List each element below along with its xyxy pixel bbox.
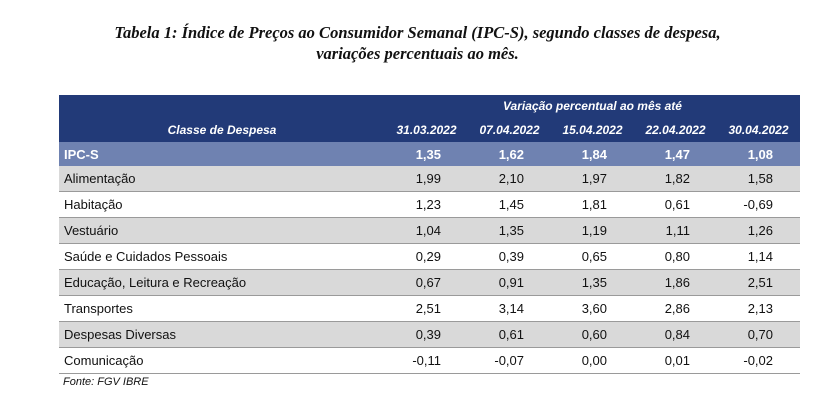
row-value: 0,67 <box>385 269 468 296</box>
row-value: 1,35 <box>468 217 551 244</box>
category-column-header: Classe de Despesa <box>59 117 385 142</box>
row-value: 0,61 <box>468 321 551 348</box>
table-row: Comunicação -0,11 -0,07 0,00 0,01 -0,02 <box>59 347 800 374</box>
row-value: 1,82 <box>634 166 717 192</box>
row-value: 0,84 <box>634 321 717 348</box>
row-value: 2,51 <box>717 269 800 296</box>
row-value: -0,02 <box>717 347 800 374</box>
summary-row: IPC-S 1,35 1,62 1,84 1,47 1,08 <box>59 142 800 166</box>
row-value: 3,60 <box>551 295 634 322</box>
row-value: 0,39 <box>385 321 468 348</box>
table-row: Transportes 2,51 3,14 3,60 2,86 2,13 <box>59 295 800 322</box>
row-value: 2,13 <box>717 295 800 322</box>
row-label: Transportes <box>59 295 385 322</box>
summary-value: 1,47 <box>634 142 717 166</box>
row-value: 1,81 <box>551 191 634 218</box>
row-value: -0,11 <box>385 347 468 374</box>
table-row: Saúde e Cuidados Pessoais 0,29 0,39 0,65… <box>59 243 800 270</box>
row-value: 1,86 <box>634 269 717 296</box>
summary-label: IPC-S <box>59 142 385 166</box>
row-value: 1,23 <box>385 191 468 218</box>
row-value: 2,86 <box>634 295 717 322</box>
row-value: 1,14 <box>717 243 800 270</box>
row-value: 1,58 <box>717 166 800 192</box>
source-note: Fonte: FGV IBRE <box>63 376 149 388</box>
row-value: 0,60 <box>551 321 634 348</box>
row-value: 1,45 <box>468 191 551 218</box>
row-value: 0,80 <box>634 243 717 270</box>
table-caption-line-1: Tabela 1: Índice de Preços ao Consumidor… <box>114 23 721 42</box>
row-value: 0,70 <box>717 321 800 348</box>
summary-value: 1,84 <box>551 142 634 166</box>
date-column-header: 07.04.2022 <box>468 117 551 142</box>
table-row: Educação, Leitura e Recreação 0,67 0,91 … <box>59 269 800 296</box>
row-value: 0,65 <box>551 243 634 270</box>
summary-value: 1,62 <box>468 142 551 166</box>
table-caption: Tabela 1: Índice de Preços ao Consumidor… <box>0 22 835 64</box>
row-value: 0,00 <box>551 347 634 374</box>
table-row: Despesas Diversas 0,39 0,61 0,60 0,84 0,… <box>59 321 800 348</box>
row-label: Despesas Diversas <box>59 321 385 348</box>
header-blank-cell <box>59 95 385 117</box>
row-label: Comunicação <box>59 347 385 374</box>
row-label: Alimentação <box>59 166 385 192</box>
row-label: Educação, Leitura e Recreação <box>59 269 385 296</box>
row-value: 1,35 <box>551 269 634 296</box>
row-value: 0,39 <box>468 243 551 270</box>
row-value: -0,69 <box>717 191 800 218</box>
date-column-header: 22.04.2022 <box>634 117 717 142</box>
row-value: 1,97 <box>551 166 634 192</box>
row-value: 2,51 <box>385 295 468 322</box>
table-body: IPC-S 1,35 1,62 1,84 1,47 1,08 Alimentaç… <box>59 142 800 374</box>
date-column-header: 15.04.2022 <box>551 117 634 142</box>
row-label: Habitação <box>59 191 385 218</box>
summary-value: 1,35 <box>385 142 468 166</box>
row-value: 1,19 <box>551 217 634 244</box>
table-header: Variação percentual ao mês até Classe de… <box>59 95 800 142</box>
row-value: 0,01 <box>634 347 717 374</box>
row-value: -0,07 <box>468 347 551 374</box>
row-value: 1,26 <box>717 217 800 244</box>
summary-value: 1,08 <box>717 142 800 166</box>
column-group-header: Variação percentual ao mês até <box>385 95 800 117</box>
row-label: Saúde e Cuidados Pessoais <box>59 243 385 270</box>
date-column-header: 30.04.2022 <box>717 117 800 142</box>
row-value: 3,14 <box>468 295 551 322</box>
table-caption-line-2: variações percentuais ao mês. <box>316 44 519 63</box>
row-label: Vestuário <box>59 217 385 244</box>
ipc-s-table: Variação percentual ao mês até Classe de… <box>59 95 800 374</box>
row-value: 0,61 <box>634 191 717 218</box>
table-row: Alimentação 1,99 2,10 1,97 1,82 1,58 <box>59 166 800 192</box>
table-row: Habitação 1,23 1,45 1,81 0,61 -0,69 <box>59 191 800 218</box>
row-value: 2,10 <box>468 166 551 192</box>
row-value: 0,91 <box>468 269 551 296</box>
row-value: 1,04 <box>385 217 468 244</box>
table-row: Vestuário 1,04 1,35 1,19 1,11 1,26 <box>59 217 800 244</box>
row-value: 1,99 <box>385 166 468 192</box>
row-value: 1,11 <box>634 217 717 244</box>
row-value: 0,29 <box>385 243 468 270</box>
date-column-header: 31.03.2022 <box>385 117 468 142</box>
